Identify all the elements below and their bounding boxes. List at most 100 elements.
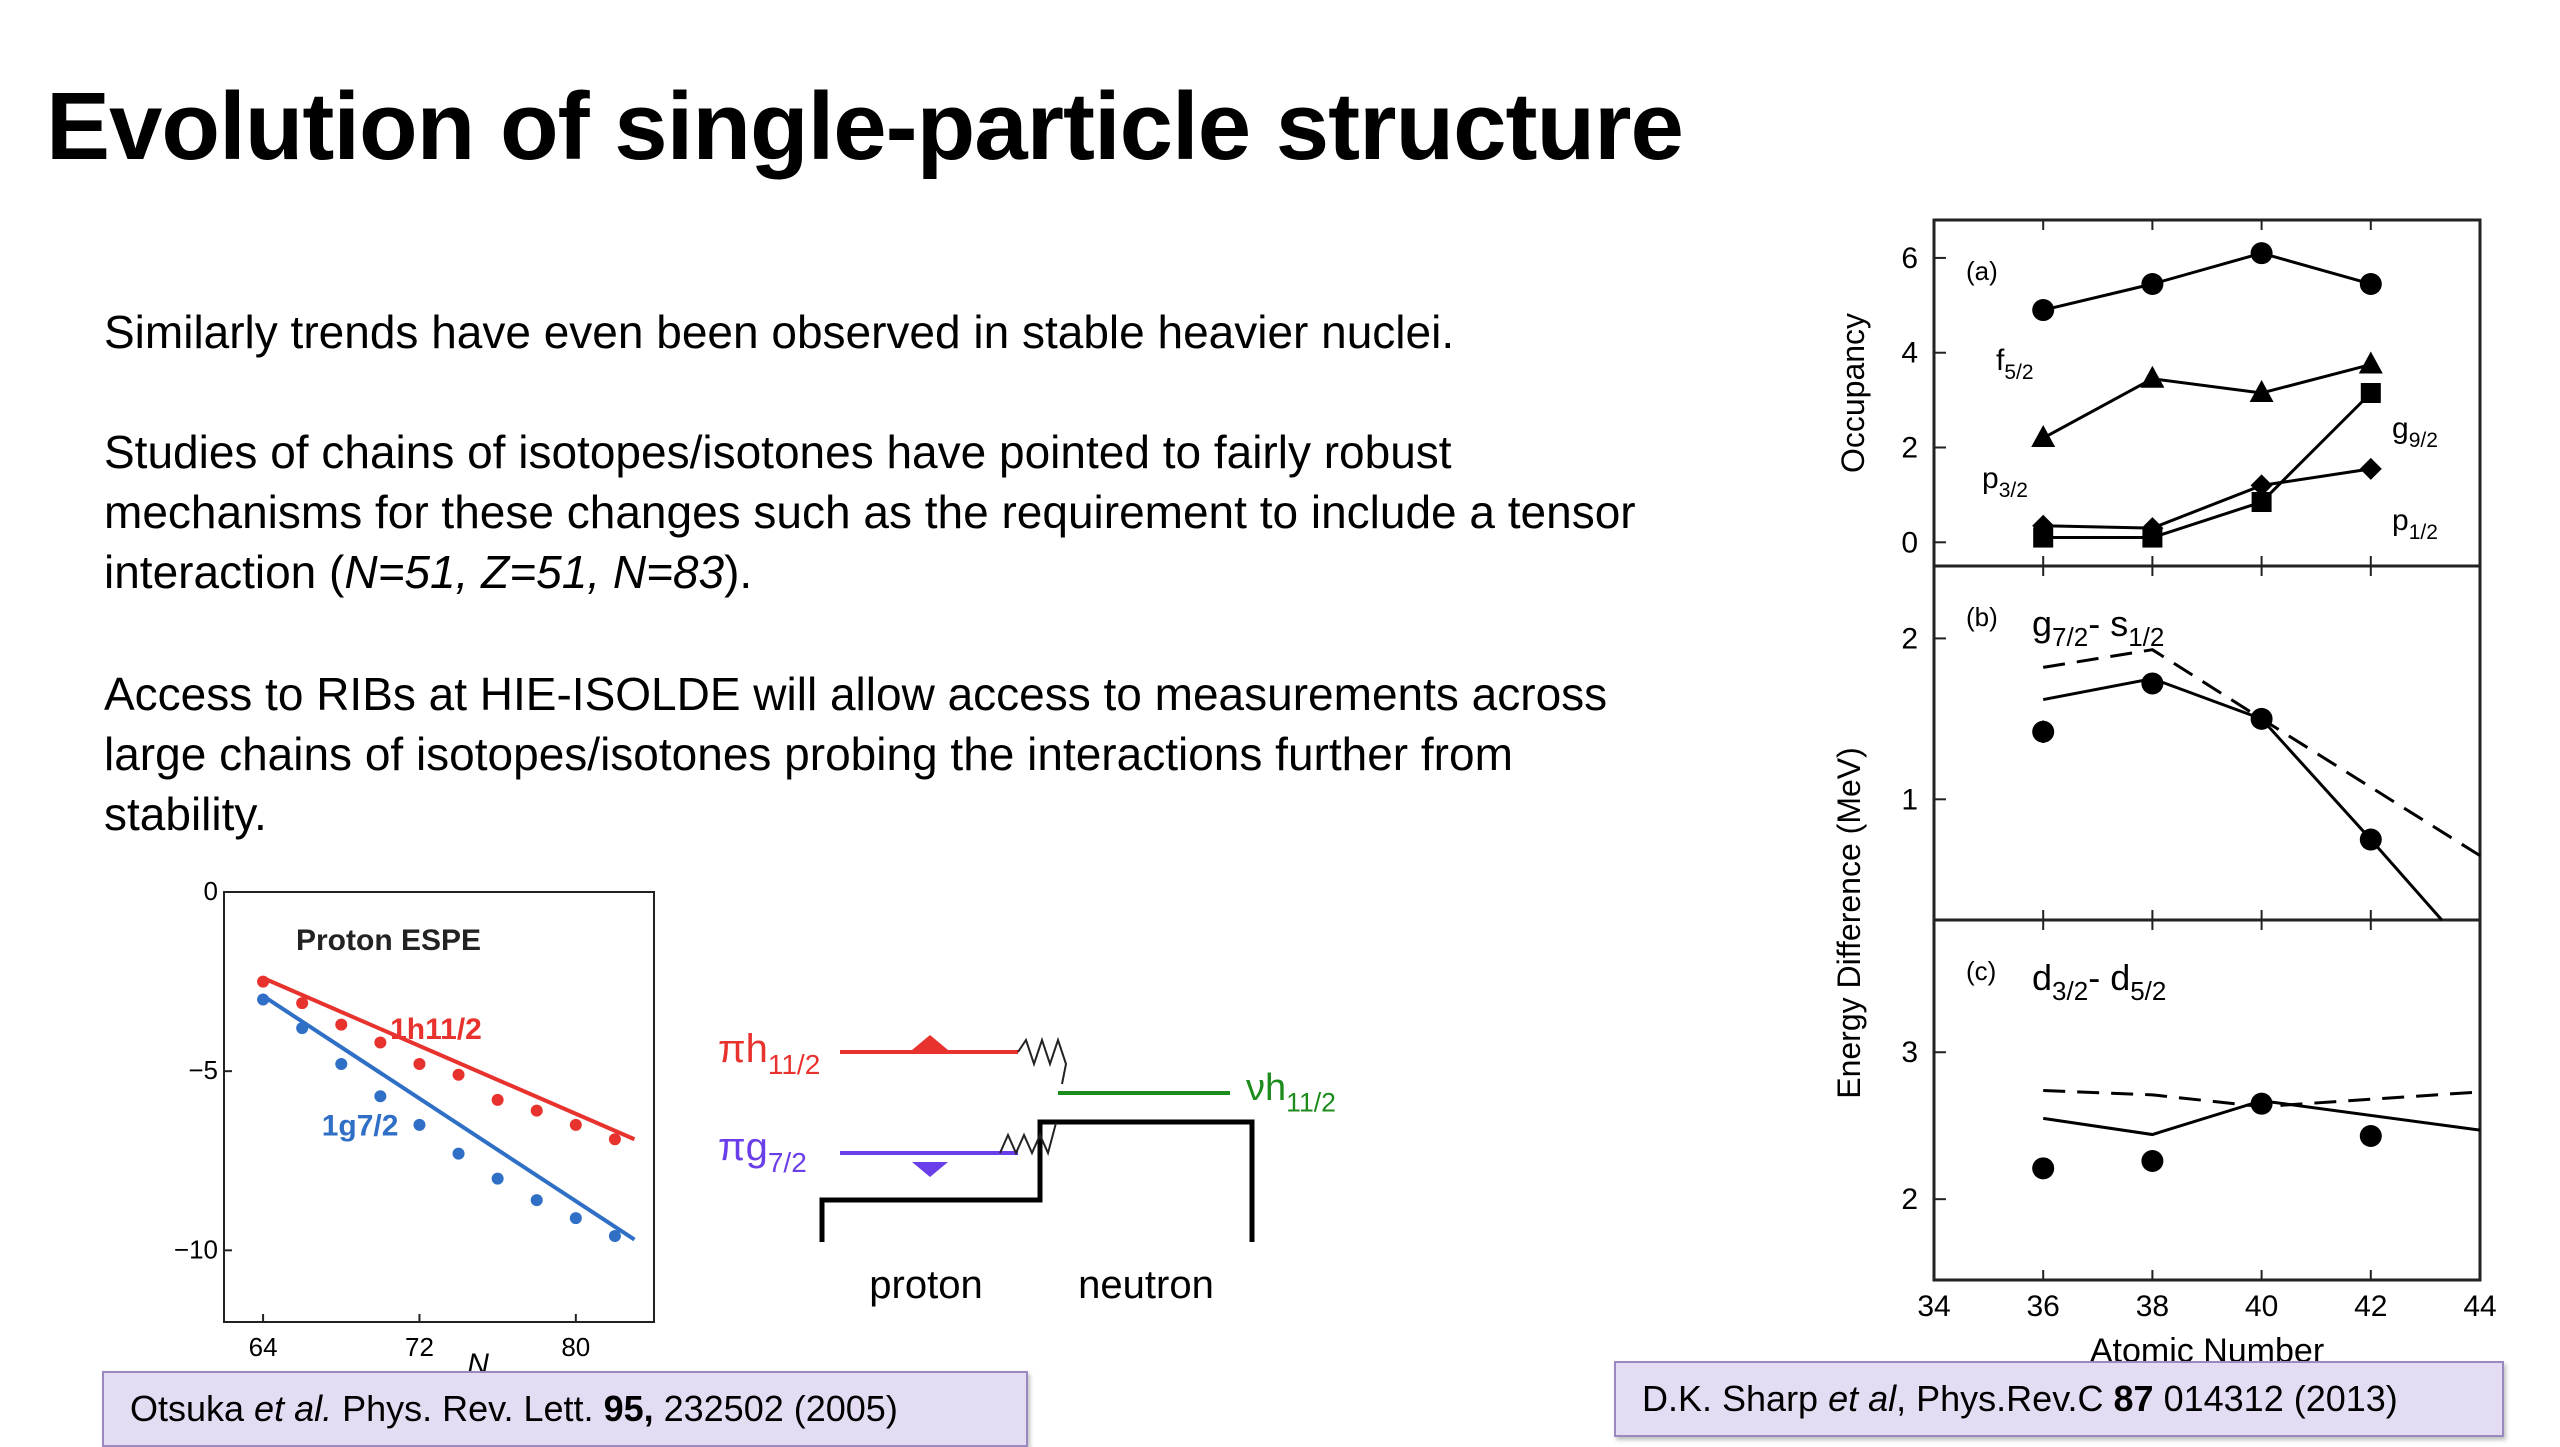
- paragraph-2-line-2: mechanisms for these changes such as the…: [104, 486, 1636, 538]
- panel-title: g7/2- s1/2: [2032, 603, 2164, 652]
- experiment-point: [2359, 1125, 2382, 1147]
- ref-sharp-volume: 87: [2113, 1378, 2154, 1419]
- series-label-p32: p3/2: [1982, 462, 2028, 502]
- paragraph-3-line-1: Access to RIBs at HIE-ISOLDE will allow …: [104, 668, 1608, 720]
- espe-data-point: [452, 1147, 465, 1160]
- experiment-point: [2141, 1149, 2164, 1172]
- orbital-diagram: πh11/2 πg7/2 νh11/2 proton neutron: [718, 1027, 1336, 1307]
- occupancy-point: [2033, 527, 2054, 548]
- potential-well-outline: [819, 1119, 1255, 1242]
- series-label-p12: p1/2: [2392, 504, 2438, 544]
- espe-data-point: [413, 1058, 426, 1070]
- series-label-g92: g9/2: [2392, 412, 2438, 452]
- occ-ytick-label: 2: [1901, 432, 1918, 465]
- occupancy-point: [2251, 492, 2272, 513]
- occupancy-line: [2043, 391, 2372, 540]
- slide-title: Evolution of single-particle structure: [46, 73, 1684, 180]
- paragraph-2-line-3-italic: N=51, Z=51, N=83: [344, 546, 725, 598]
- experiment-point: [2032, 1157, 2055, 1180]
- reference-sharp: D.K. Sharp et al, Phys.Rev.C 87 014312 (…: [1614, 1361, 2504, 1437]
- paragraph-3-line-3: stability.: [104, 788, 267, 840]
- espe-data-point: [413, 1118, 426, 1131]
- occupancy-point: [2250, 242, 2273, 265]
- ref-otsuka-rest: 232502 (2005): [653, 1388, 898, 1429]
- paragraph-2-line-3: interaction (N=51, Z=51, N=83).: [104, 542, 1804, 602]
- espe-plot-frame: [223, 891, 655, 1323]
- occupancy-point: [2031, 425, 2056, 448]
- espe-data-point: [374, 1090, 387, 1103]
- espe-series-label-1h11: 1h11/2: [390, 1013, 482, 1046]
- espe-xtick-label: 72: [405, 1332, 434, 1362]
- espe-data-point: [491, 1093, 504, 1106]
- espe-data-point: [608, 1133, 621, 1146]
- espe-fit-line: [262, 976, 636, 1142]
- ref-otsuka-journal: Phys. Rev. Lett.: [332, 1388, 604, 1429]
- espe-title: Proton ESPE: [296, 924, 481, 957]
- occupancy-line: [2042, 251, 2372, 312]
- occ-ytick-label: 1: [1901, 783, 1918, 816]
- paragraph-2-line-1: Studies of chains of isotopes/isotones h…: [104, 426, 1452, 478]
- occ-ytick-label: 6: [1901, 242, 1918, 275]
- occupancy-axis-label: Occupancy: [1835, 313, 1871, 473]
- espe-data-point: [569, 1212, 582, 1225]
- espe-series-label-1g7: 1g7/2: [322, 1110, 399, 1143]
- occ-ytick-label: 3: [1901, 1036, 1918, 1069]
- espe-data-point: [530, 1194, 543, 1207]
- espe-data-point: [491, 1172, 504, 1185]
- espe-data-point: [569, 1118, 582, 1131]
- nu-h-label: νh11/2: [1246, 1067, 1336, 1117]
- spin-up-arrow-icon: [912, 1035, 948, 1050]
- occupancy-point: [2141, 517, 2164, 540]
- espe-data-point: [296, 1022, 309, 1035]
- series-label-f52: f5/2: [1996, 344, 2034, 384]
- espe-ytick-label: 0: [204, 876, 218, 906]
- occupancy-point: [2140, 365, 2165, 388]
- ref-sharp-journal: , Phys.Rev.C: [1896, 1378, 2114, 1419]
- ref-sharp-etal: et al: [1828, 1378, 1897, 1419]
- occupancy-point: [2358, 351, 2383, 374]
- espe-xtick-label: 64: [249, 1332, 278, 1362]
- occ-xtick-label: 38: [2136, 1290, 2169, 1323]
- panel-label: (c): [1966, 956, 1996, 986]
- experiment-point: [2141, 672, 2164, 695]
- paragraph-2-line-3-prefix: interaction (: [104, 546, 345, 598]
- pi-h-label: πh11/2: [718, 1027, 820, 1080]
- paragraph-1: Similarly trends have even been observed…: [104, 302, 1804, 362]
- paragraph-2-line-3-suffix: ).: [724, 546, 753, 598]
- occupancy-line: [2042, 363, 2372, 440]
- experiment-point: [2250, 707, 2273, 730]
- pi-g-label: πg7/2: [718, 1125, 807, 1178]
- occupancy-point: [2360, 383, 2381, 403]
- espe-data-point: [335, 1018, 348, 1031]
- espe-fit-line: [261, 994, 636, 1242]
- experiment-point: [2359, 828, 2382, 851]
- occ-ytick-label: 4: [1901, 337, 1918, 370]
- espe-data-point: [452, 1068, 465, 1081]
- ref-otsuka-volume: 95,: [603, 1388, 654, 1429]
- occupancy-point: [2249, 380, 2274, 402]
- energy-difference-axis-label: Energy Difference (MeV): [1831, 747, 1867, 1099]
- experiment-point: [2032, 720, 2055, 743]
- spin-down-arrow-icon: [912, 1162, 948, 1177]
- ref-otsuka-etal: et al.: [244, 1388, 333, 1429]
- occupancy-point: [2141, 272, 2164, 295]
- occ-xtick-label: 44: [2463, 1290, 2496, 1323]
- panel-title: d3/2- d5/2: [2032, 957, 2166, 1006]
- espe-ytick-label: −10: [174, 1234, 218, 1264]
- occ-ytick-label: 0: [1901, 526, 1918, 559]
- espe-data-point: [374, 1036, 387, 1049]
- ref-otsuka-author: Otsuka: [130, 1388, 245, 1429]
- ref-sharp-rest: 014312 (2013): [2153, 1378, 2398, 1419]
- espe-data-point: [608, 1230, 621, 1242]
- proton-well-label: proton: [869, 1263, 982, 1307]
- espe-data-point: [296, 997, 309, 1010]
- theory-solid-line: [2042, 1099, 2481, 1137]
- occupancy-line: [2043, 467, 2372, 530]
- occ-ytick-label: 2: [1901, 1183, 1918, 1216]
- occupancy-point: [2359, 272, 2382, 295]
- theory-solid-line: [2042, 677, 2443, 921]
- occ-xtick-label: 34: [1917, 1290, 1950, 1323]
- occupancy-point: [2032, 299, 2055, 322]
